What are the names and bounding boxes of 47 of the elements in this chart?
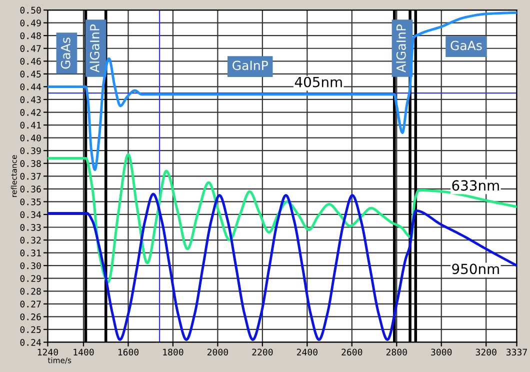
y-tick-label: 0.39	[20, 147, 41, 154]
annotation: AlGaInP	[90, 24, 100, 72]
x-tick-label: 1240	[38, 348, 58, 356]
annotation: AlGaInP	[396, 24, 406, 72]
y-tick-label: 0.37	[20, 172, 41, 180]
x-tick-label: 2800	[386, 348, 407, 356]
y-tick-label: 0.50	[20, 6, 41, 14]
annotation: GaAs	[60, 38, 70, 69]
annotation: GaAs	[450, 40, 482, 50]
y-tick-label: 0.46	[20, 58, 41, 65]
y-tick-label: 0.26	[20, 313, 41, 320]
y-tick-label: 0.28	[20, 288, 41, 295]
x-tick-label: 1800	[163, 348, 184, 356]
y-tick-label: 0.44	[20, 83, 42, 90]
y-tick-label: 0.41	[20, 122, 41, 129]
x-tick-label: 2400	[296, 348, 318, 356]
x-tick-label: 1600	[118, 348, 139, 356]
y-tick-label: 0.30	[20, 262, 41, 270]
y-tick-label: 0.45	[20, 70, 41, 78]
x-tick-label: 2200	[252, 348, 273, 356]
y-tick-label: 0.47	[20, 45, 41, 52]
y-tick-label: 0.31	[20, 250, 41, 256]
y-tick-label: 0.34	[20, 211, 42, 218]
y-tick-label: 0.40	[20, 134, 41, 142]
x-tick-label: 3337	[506, 348, 527, 356]
y-tick-label: 0.25	[20, 326, 41, 334]
y-tick-label: 0.27	[20, 300, 41, 308]
y-tick-label: 0.38	[20, 160, 41, 167]
x-tick-label: 1400	[74, 348, 94, 356]
series-label: 405nm	[294, 76, 342, 88]
y-tick-label: 0.24	[20, 338, 42, 346]
y-tick-label: 0.35	[20, 198, 41, 206]
y-tick-label: 0.42	[20, 109, 41, 116]
series-label: 950nm	[452, 264, 499, 274]
x-tick-label: 2600	[342, 348, 362, 356]
x-tick-label: 3200	[476, 348, 496, 356]
y-tick-label: 0.33	[20, 224, 41, 231]
y-tick-label: 0.29	[20, 275, 41, 282]
y-tick-label: 0.49	[20, 20, 41, 26]
x-tick-label: 2000	[207, 348, 228, 356]
annotation: GaInP	[232, 60, 268, 70]
x-tick-label: 3000	[431, 348, 452, 356]
y-tick-label: 0.36	[20, 186, 41, 192]
y-tick-label: 0.32	[20, 236, 41, 244]
y-tick-label: 0.48	[20, 32, 41, 40]
series-label: 633nm	[452, 180, 499, 191]
y-tick-label: 0.43	[20, 96, 41, 104]
